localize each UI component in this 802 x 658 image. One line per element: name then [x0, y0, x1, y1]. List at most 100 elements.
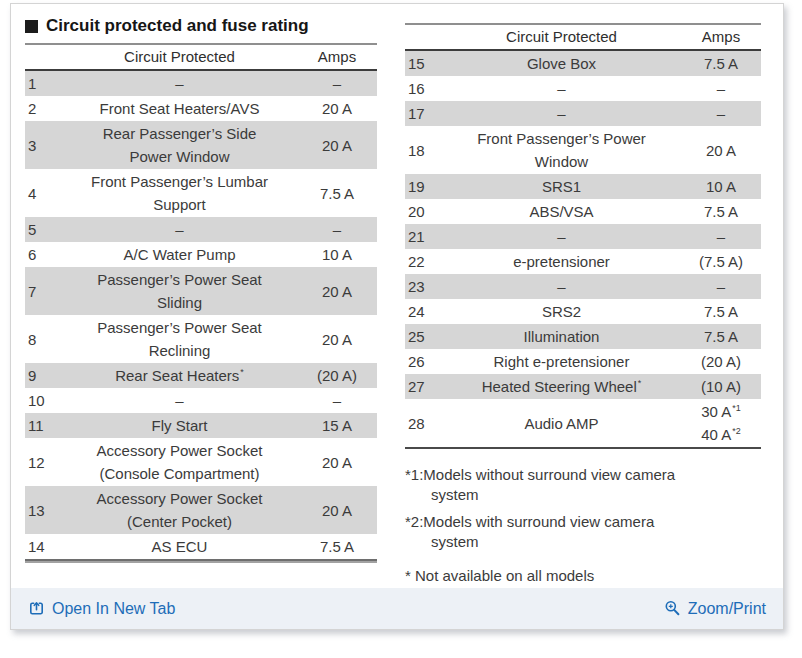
- circuit-name: AS ECU: [62, 534, 297, 559]
- fuse-number: 7: [25, 267, 62, 315]
- fuse-number: 28: [405, 399, 442, 448]
- circuit-name: SRS1: [442, 174, 681, 199]
- fuse-row-25: 25Illumination7.5 A: [405, 324, 761, 349]
- column-header-number-left: [25, 44, 62, 70]
- amps-value: 20 A: [297, 96, 377, 121]
- fuse-number: 18: [405, 126, 442, 174]
- amps-value: 7.5 A: [297, 169, 377, 217]
- circuit-name: Rear Seat Heaters*: [62, 363, 297, 388]
- fuse-table-left: Circuit Protected Amps 1––2Front Seat He…: [25, 43, 377, 559]
- circuit-name: Fly Start: [62, 413, 297, 438]
- circuit-name: SRS2: [442, 299, 681, 324]
- fuse-number: 22: [405, 249, 442, 274]
- amps-line: 7.5 A: [684, 325, 758, 348]
- amps-line: 10 A: [300, 243, 374, 266]
- column-header-circuit-right: Circuit Protected: [442, 24, 681, 50]
- fuse-number: 14: [25, 534, 62, 559]
- amps-line: 20 A: [300, 280, 374, 303]
- fuse-number: 10: [25, 388, 62, 413]
- zoom-magnifier-plus-icon: [664, 600, 681, 617]
- circuit-name: –: [442, 274, 681, 299]
- open-in-new-tab-label: Open In New Tab: [52, 600, 175, 618]
- open-in-new-tab-icon: [28, 600, 45, 617]
- fuse-row-4: 4Front Passenger’s Lumbar Support7.5 A: [25, 169, 377, 217]
- amps-line: 40 A*2: [684, 423, 758, 446]
- amps-line: (20 A): [300, 364, 374, 387]
- fuse-row-23: 23––: [405, 274, 761, 299]
- fuse-row-11: 11Fly Start15 A: [25, 413, 377, 438]
- fuse-row-28: 28Audio AMP30 A*140 A*2: [405, 399, 761, 448]
- fuse-number: 24: [405, 299, 442, 324]
- zoom-print-link[interactable]: Zoom/Print: [664, 600, 766, 618]
- amps-value: 7.5 A: [681, 199, 761, 224]
- fuse-number: 4: [25, 169, 62, 217]
- viewer-toolbar: Open In New Tab Zoom/Print: [11, 588, 783, 629]
- amps-value: (10 A): [681, 374, 761, 399]
- zoom-print-label: Zoom/Print: [688, 600, 766, 618]
- fuse-number: 1: [25, 70, 62, 96]
- fuse-number: 23: [405, 274, 442, 299]
- fuse-row-17: 17––: [405, 101, 761, 126]
- amps-line: –: [684, 77, 758, 100]
- amps-value: –: [297, 70, 377, 96]
- amps-value: 7.5 A: [297, 534, 377, 559]
- amps-value: 15 A: [297, 413, 377, 438]
- amps-value: (20 A): [297, 363, 377, 388]
- fuse-row-6: 6A/C Water Pump10 A: [25, 242, 377, 267]
- fuse-row-12: 12Accessory Power Socket (Console Compar…: [25, 438, 377, 486]
- circuit-name: Audio AMP: [442, 399, 681, 448]
- amps-line: 20 A: [300, 451, 374, 474]
- amps-value: 20 A: [297, 438, 377, 486]
- fuse-row-16: 16––: [405, 76, 761, 101]
- circuit-name: Passenger’s Power Seat Reclining: [62, 315, 297, 363]
- footnote-marker: *2: [732, 426, 741, 436]
- amps-line: 20 A: [684, 139, 758, 162]
- amps-line: 10 A: [684, 175, 758, 198]
- header-row-left: Circuit Protected Amps: [25, 44, 377, 70]
- footnote: *1:Models without surround view camera s…: [405, 465, 761, 505]
- amps-line: 20 A: [300, 499, 374, 522]
- column-header-amps-right: Amps: [681, 24, 761, 50]
- fuse-number: 15: [405, 50, 442, 76]
- circuit-name: Rear Passenger’s Side Power Window: [62, 121, 297, 169]
- section-title: Circuit protected and fuse rating: [25, 16, 377, 36]
- fuse-number: 6: [25, 242, 62, 267]
- circuit-name: Illumination: [442, 324, 681, 349]
- circuit-name: Front Passenger’s Lumbar Support: [62, 169, 297, 217]
- circuit-name: Front Seat Heaters/AVS: [62, 96, 297, 121]
- right-column: Circuit Protected Amps 15Glove Box7.5 A1…: [405, 13, 761, 593]
- amps-value: 7.5 A: [681, 324, 761, 349]
- amps-value: 7.5 A: [681, 299, 761, 324]
- fuse-number: 13: [25, 486, 62, 534]
- fuse-number: 9: [25, 363, 62, 388]
- fuse-row-24: 24SRS27.5 A: [405, 299, 761, 324]
- fuse-number: 8: [25, 315, 62, 363]
- amps-value: 20 A: [297, 486, 377, 534]
- amps-line: 7.5 A: [300, 535, 374, 558]
- open-in-new-tab-link[interactable]: Open In New Tab: [28, 600, 175, 618]
- fuse-rating-content: Circuit protected and fuse rating Circui…: [11, 4, 783, 593]
- fuse-row-18: 18Front Passenger’s Power Window20 A: [405, 126, 761, 174]
- amps-value: 20 A: [297, 315, 377, 363]
- amps-value: –: [681, 76, 761, 101]
- amps-line: –: [300, 72, 374, 95]
- circuit-name: –: [442, 101, 681, 126]
- amps-value: 10 A: [681, 174, 761, 199]
- fuse-number: 17: [405, 101, 442, 126]
- amps-line: 7.5 A: [684, 200, 758, 223]
- fuse-table-right: Circuit Protected Amps 15Glove Box7.5 A1…: [405, 23, 761, 449]
- circuit-name: ABS/VSA: [442, 199, 681, 224]
- fuse-row-1: 1––: [25, 70, 377, 96]
- table-bottom-rule-left: [25, 559, 377, 563]
- amps-value: 20 A: [297, 267, 377, 315]
- fuse-row-13: 13Accessory Power Socket (Center Pocket)…: [25, 486, 377, 534]
- fuse-number: 20: [405, 199, 442, 224]
- amps-line: 20 A: [300, 328, 374, 351]
- fuse-number: 3: [25, 121, 62, 169]
- fuse-row-3: 3Rear Passenger’s Side Power Window20 A: [25, 121, 377, 169]
- footnote-marker: *: [240, 367, 244, 377]
- header-row-right: Circuit Protected Amps: [405, 24, 761, 50]
- footnotes: *1:Models without surround view camera s…: [405, 465, 761, 586]
- fuse-row-15: 15Glove Box7.5 A: [405, 50, 761, 76]
- fuse-number: 2: [25, 96, 62, 121]
